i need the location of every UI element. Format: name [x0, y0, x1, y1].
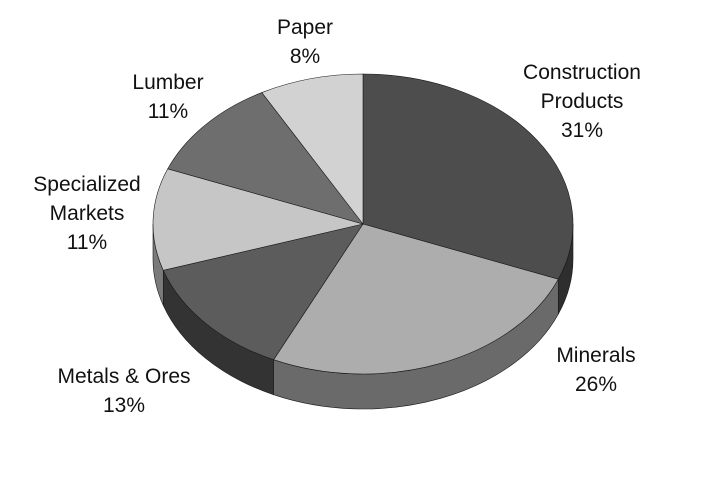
- slice-percent: 8%: [290, 45, 320, 68]
- slice-percent: 13%: [103, 394, 145, 417]
- slice-name: Metals & Ores: [57, 365, 190, 388]
- slice-label-metals-and-ores: Metals & Ores 13%: [57, 365, 190, 417]
- slice-name: Markets: [50, 202, 125, 225]
- pie-labels: Construction Products 31% Minerals 26% Metals…: [33, 16, 641, 417]
- pie-slice-metals-and-ores: [162, 223, 364, 361]
- pie-slices: [152, 73, 574, 375]
- slice-label-lumber: Lumber 11%: [132, 71, 203, 123]
- pie-slice-lumber: [167, 92, 364, 225]
- pie-slice-specialized-markets: [152, 168, 364, 271]
- pie-slice-paper: [261, 73, 364, 225]
- slice-name: Construction: [523, 61, 641, 84]
- slice-percent: 11%: [148, 100, 188, 123]
- slice-label-construction-products: Construction Products 31%: [523, 61, 641, 142]
- slice-label-specialized-markets: Specialized Markets 11%: [33, 173, 140, 254]
- slice-percent: 26%: [575, 373, 617, 396]
- slice-name: Paper: [277, 16, 333, 39]
- slice-label-paper: Paper 8%: [277, 16, 333, 68]
- pie-slice-minerals: [273, 223, 559, 375]
- slice-name: Minerals: [556, 344, 635, 367]
- slice-name: Specialized: [33, 173, 140, 196]
- slice-name: Lumber: [132, 71, 203, 94]
- slice-percent: 31%: [561, 119, 603, 142]
- slice-percent: 11%: [67, 231, 107, 254]
- slice-label-minerals: Minerals 26%: [556, 344, 635, 396]
- pie-slice-construction-products: [362, 73, 574, 280]
- slice-name: Products: [541, 90, 624, 113]
